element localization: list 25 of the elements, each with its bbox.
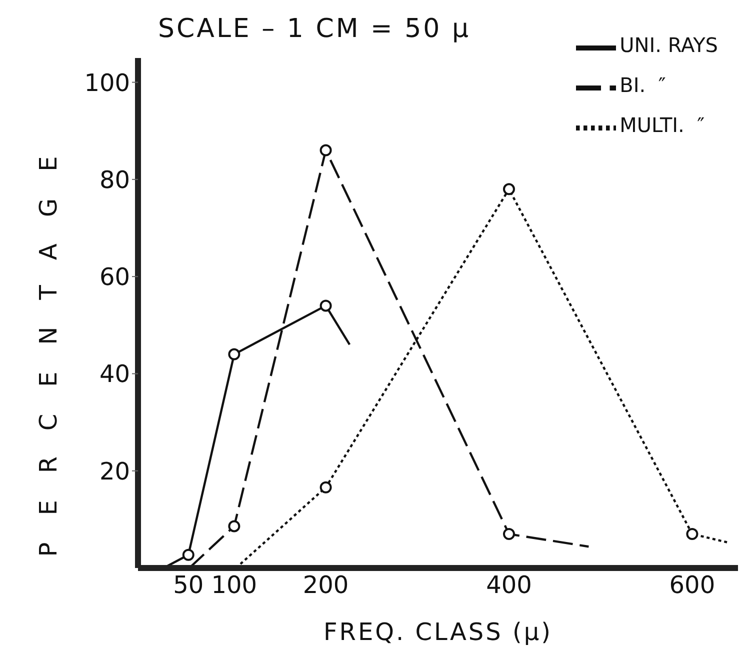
point xyxy=(320,481,332,494)
y-tick-label: 100 xyxy=(84,68,130,97)
y-tick-label: 80 xyxy=(99,166,130,194)
x-tick-label: 50 xyxy=(173,571,204,600)
y-axis-title: PERCENTAGE xyxy=(34,129,63,557)
point xyxy=(320,300,332,312)
chart-title: SCALE – 1 CM = 50 μ xyxy=(158,14,470,44)
x-tick-label: 600 xyxy=(669,571,716,600)
point xyxy=(320,144,332,156)
point xyxy=(686,528,698,540)
point xyxy=(502,528,515,540)
y-tick-label: 40 xyxy=(99,360,130,388)
x-tick-label: 400 xyxy=(486,571,532,600)
point xyxy=(502,183,515,196)
y-tick-label: 20 xyxy=(99,457,130,486)
legend-label: MULTI. ″ xyxy=(620,113,705,138)
x-axis-title: FREQ. CLASS (μ) xyxy=(324,618,552,646)
y-tick-label: 60 xyxy=(99,263,130,292)
point xyxy=(228,520,240,532)
legend-label: UNI. RAYS xyxy=(620,33,718,58)
legend-label: BI. ″ xyxy=(620,73,666,98)
x-tick-label: 100 xyxy=(211,571,258,600)
point xyxy=(228,348,240,360)
point xyxy=(182,548,194,561)
x-tick-label: 200 xyxy=(302,571,349,600)
